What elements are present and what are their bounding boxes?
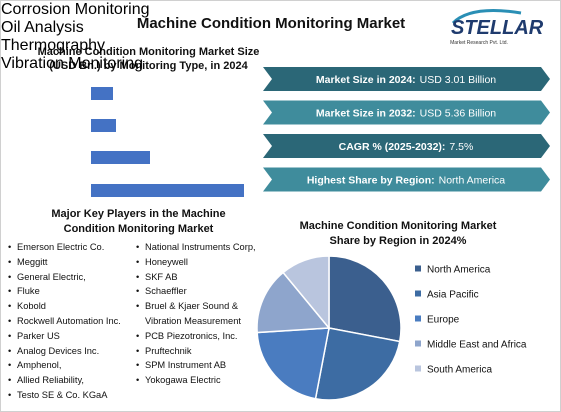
player: Parker US: [7, 329, 135, 344]
legend-label: Asia Pacific: [427, 290, 479, 301]
y-tick-label: Oil Analysis: [1, 19, 84, 36]
player: Amphenol,: [7, 358, 135, 373]
legend-swatch: [415, 315, 421, 322]
player: SKF AB: [135, 270, 267, 285]
legend-swatch: [415, 265, 421, 272]
pie-slice: [314, 327, 401, 401]
player: Meggitt: [7, 255, 135, 270]
legend-swatch: [415, 290, 421, 297]
stat-label: CAGR % (2025-2032):: [339, 141, 446, 153]
pie-slice: [328, 255, 402, 343]
stat-text: Market Size in 2032: USD 5.36 Billion: [316, 108, 496, 120]
pie-slice: [282, 255, 330, 331]
y-tick-label: Corrosion Monitoring: [1, 1, 150, 18]
stat-text: CAGR % (2025-2032): 7.5%: [339, 141, 474, 153]
player: Emerson Electric Co.: [7, 240, 135, 255]
player: Bruel & Kjaer Sound & Vibration Measurem…: [135, 299, 267, 329]
bar: [91, 119, 116, 133]
legend-swatch: [415, 340, 421, 347]
stat-label: Highest Share by Region:: [307, 175, 435, 187]
stat-box: [263, 134, 550, 158]
player: Analog Devices Inc.: [7, 344, 135, 359]
player: Allied Reliability,: [7, 373, 135, 388]
legend-label: Europe: [427, 315, 460, 326]
player: Schaeffler: [135, 284, 267, 299]
player: Fluke: [7, 284, 135, 299]
bar-chart-title: Machine Condition Monitoring Market Size…: [37, 46, 260, 72]
logo-tagline: Market Research Pvt. Ltd.: [450, 40, 508, 46]
bar: [91, 87, 113, 100]
bar-chart: Corrosion Monitoring Oil Analysis Thermogr…: [1, 1, 261, 206]
stat-text: Highest Share by Region: North America: [307, 175, 505, 187]
logo-swoosh: [451, 9, 522, 25]
player: Testo SE & Co. KGaA: [7, 388, 135, 403]
stat-box: [263, 67, 550, 91]
stat-label: Market Size in 2032:: [316, 108, 416, 120]
stat-box: [263, 167, 550, 192]
bar: [91, 183, 245, 197]
player: General Electric,: [7, 270, 135, 285]
y-tick-label: Vibration Monitoring: [1, 55, 144, 72]
player: Rockwell Automation Inc.: [7, 314, 135, 329]
stat-value: USD 5.36 Billion: [420, 108, 497, 120]
stat-text: Market Size in 2024: USD 3.01 Billion: [316, 74, 496, 86]
y-tick-label: Thermography: [1, 37, 106, 54]
main-title: Machine Condition Monitoring Market: [137, 15, 405, 32]
player: Pruftechnik: [135, 344, 267, 359]
player: PCB Piezotronics, Inc.: [135, 329, 267, 344]
players-list: Emerson Electric Co.MeggittGeneral Elect…: [7, 240, 135, 403]
bar: [91, 151, 151, 165]
legend-label: North America: [427, 265, 491, 276]
legend-label: South America: [427, 365, 492, 376]
player: Yokogawa Electric: [135, 373, 267, 388]
player: Honeywell: [135, 255, 267, 270]
player: Kobold: [7, 299, 135, 314]
legend-label: Middle East and Africa: [427, 340, 527, 351]
stat-value: 7.5%: [449, 141, 473, 153]
player: SPM Instrument AB: [135, 358, 267, 373]
stat-label: Market Size in 2024:: [316, 74, 416, 86]
pie-chart-title: Machine Condition Monitoring Market Shar…: [299, 220, 497, 247]
player: National Instruments Corp,: [135, 240, 267, 255]
stat-box: [263, 100, 550, 125]
legend-swatch: [415, 365, 421, 372]
players-list: National Instruments Corp,HoneywellSKF A…: [135, 240, 267, 388]
players-title: Major Key Players in the Machine Conditi…: [51, 208, 226, 235]
pie-slice: [256, 327, 330, 400]
logo-name: STELLAR: [451, 17, 544, 39]
stat-value: North America: [439, 175, 506, 187]
stat-value: USD 3.01 Billion: [420, 74, 497, 86]
